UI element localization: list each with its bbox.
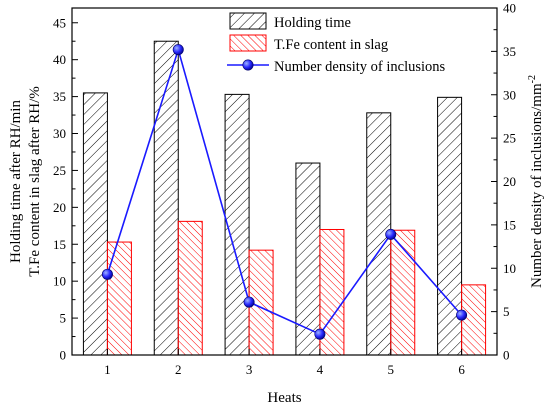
- left-tick-label: 35: [53, 89, 66, 104]
- point-number-density: [314, 328, 326, 340]
- left-tick-label: 25: [53, 163, 66, 178]
- right-tick-label: 10: [503, 261, 516, 276]
- left-tick-label: 45: [53, 15, 66, 30]
- bar-holding-time: [295, 162, 321, 356]
- point-number-density: [243, 296, 255, 308]
- line-number-density: [106, 46, 463, 336]
- point-number-density: [172, 44, 184, 56]
- left-axis-title-line2: T.Fe content in slag after RH/%: [27, 86, 43, 277]
- point-number-density: [456, 309, 468, 321]
- right-tick-label: 35: [503, 44, 516, 59]
- bar-holding-time: [82, 92, 108, 356]
- x-tick-label: 3: [246, 362, 253, 377]
- legend-item-holding-time-label: Holding time: [274, 15, 351, 31]
- right-axis-title: Number density of inclusions/mm-2: [527, 75, 545, 288]
- legend-item-number-density-marker: [242, 59, 254, 71]
- right-tick-label: 15: [503, 217, 516, 232]
- x-tick-label: 5: [388, 362, 395, 377]
- bars-layer: [82, 40, 487, 356]
- point-number-density: [101, 268, 113, 280]
- left-tick-label: 30: [53, 126, 66, 141]
- right-tick-label: 20: [503, 174, 516, 189]
- left-tick-label: 20: [53, 200, 66, 215]
- bar-tfe-content: [461, 284, 487, 356]
- x-tick-label: 1: [104, 362, 111, 377]
- right-tick-label: 40: [503, 1, 516, 16]
- legend-item-tfe-content-swatch: [229, 34, 267, 52]
- left-tick-label: 40: [53, 52, 66, 67]
- bar-holding-time: [153, 40, 179, 356]
- bar-holding-time: [224, 93, 250, 356]
- left-axis-title-line1: Holding time after RH/min: [8, 100, 24, 263]
- bar-tfe-content: [177, 220, 203, 356]
- legend-item-tfe-content-label: T.Fe content in slag: [274, 37, 388, 53]
- x-tick-label: 2: [175, 362, 182, 377]
- x-axis-title: Heats: [267, 390, 301, 406]
- left-tick-label: 5: [60, 311, 67, 326]
- x-tick-label: 6: [458, 362, 465, 377]
- right-tick-label: 25: [503, 131, 516, 146]
- right-tick-label: 0: [503, 348, 510, 363]
- chart-legend: Holding time T.Fe content in slag Number d…: [227, 12, 446, 75]
- legend-item-holding-time-swatch: [229, 12, 267, 30]
- left-tick-label: 0: [60, 348, 67, 363]
- right-tick-label: 30: [503, 87, 516, 102]
- left-tick-label: 10: [53, 274, 66, 289]
- point-number-density: [385, 228, 397, 240]
- x-tick-label: 4: [317, 362, 324, 377]
- left-tick-label: 15: [53, 237, 66, 252]
- bar-tfe-content: [106, 241, 132, 356]
- legend-item-number-density-label: Number density of inclusions: [274, 59, 446, 75]
- line-layer: [101, 44, 468, 340]
- right-tick-label: 5: [503, 304, 510, 319]
